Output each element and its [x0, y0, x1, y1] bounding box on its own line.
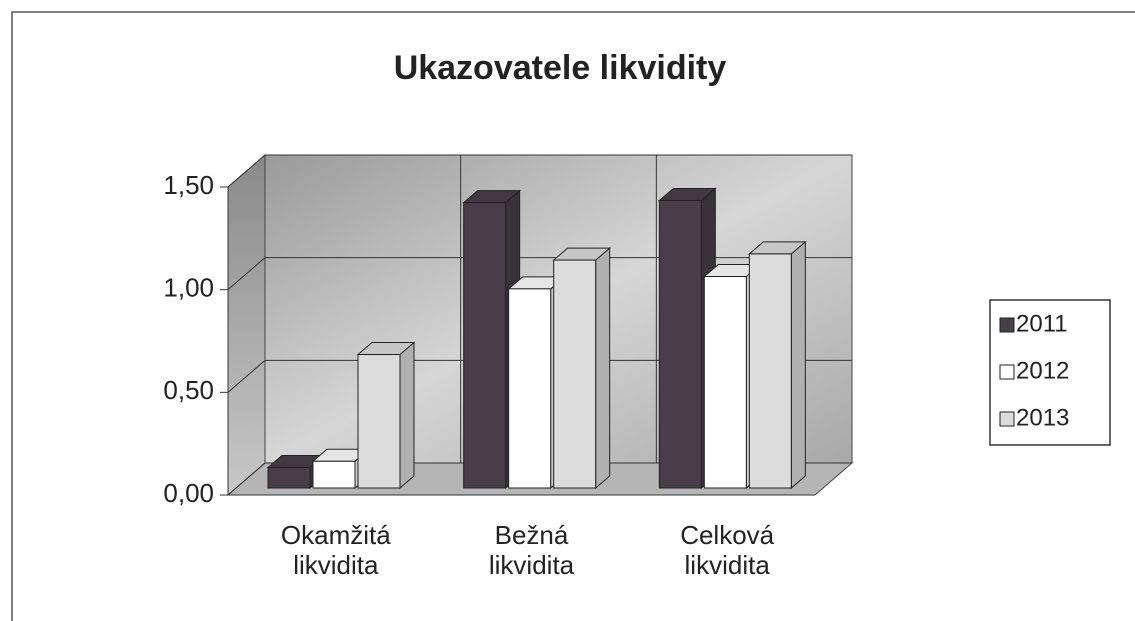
- legend-label: 2012: [1016, 357, 1069, 384]
- x-tick-label: Okamžitá likvidita: [280, 520, 391, 580]
- grid-line: [227, 154, 266, 188]
- grid-line: [227, 462, 266, 496]
- chart-title: Ukazovatele likvidity: [394, 49, 727, 87]
- y-tick-label: 0,00: [163, 478, 214, 508]
- legend-label: 2013: [1016, 404, 1069, 431]
- y-tick-label: 0,50: [163, 375, 214, 405]
- legend-swatch: [999, 317, 1015, 333]
- grid-line: [227, 359, 266, 393]
- legend-label: 2011: [1016, 310, 1068, 337]
- bar: [658, 200, 702, 489]
- y-tick-label: 1,50: [163, 170, 214, 200]
- frame: [11, 11, 1135, 621]
- bar: [463, 202, 507, 489]
- side-wall: [227, 153, 266, 497]
- bar: [312, 460, 356, 489]
- bar: [553, 259, 597, 489]
- legend-swatch: [999, 411, 1015, 427]
- bar-side: [399, 341, 415, 490]
- bar-side: [790, 240, 806, 490]
- bar: [357, 354, 401, 489]
- x-tick-label: Bežná likvidita: [488, 520, 575, 580]
- bar: [267, 466, 311, 489]
- bar: [703, 276, 747, 489]
- y-tick-label: 1,00: [163, 273, 214, 303]
- bar-side: [595, 246, 611, 490]
- bar: [748, 253, 792, 489]
- x-tick-label: Celková likvidita: [680, 520, 775, 580]
- bar: [508, 288, 552, 489]
- legend-swatch: [999, 364, 1015, 380]
- grid-line: [227, 257, 266, 291]
